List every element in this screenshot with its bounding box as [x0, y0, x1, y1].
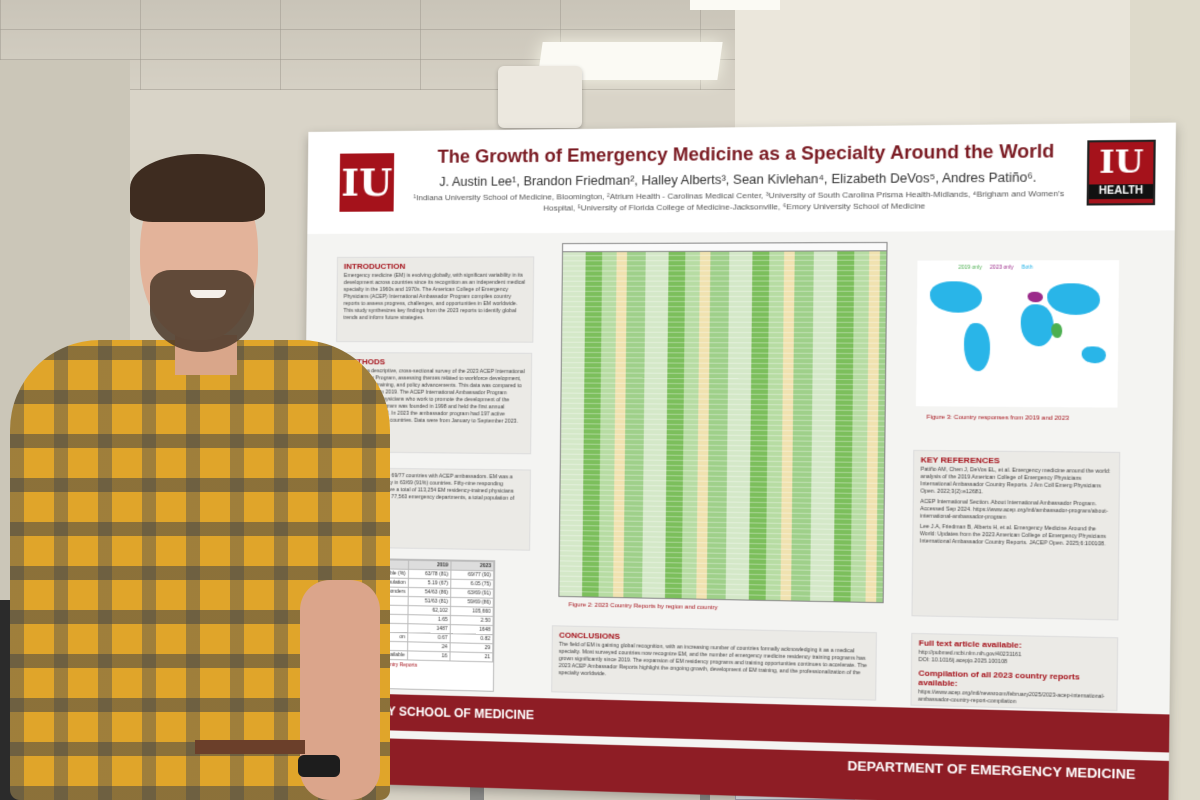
stats-cell: 16 — [407, 650, 450, 661]
ceiling-light-secondary — [690, 0, 780, 10]
links-panel: Full text article available: http://pubm… — [910, 632, 1119, 712]
reference-item: Lee J.A, Friedman B, Alberts H, et al. E… — [919, 523, 1107, 548]
smile — [190, 290, 226, 298]
conclusions-panel: CONCLUSIONS The field of EM is gaining g… — [551, 625, 877, 701]
conclusions-text: The field of EM is gaining global recogn… — [558, 641, 867, 678]
world-map: 2019 only 2023 only Both — [915, 260, 1120, 408]
poster-affiliations: ¹Indiana University School of Medicine, … — [413, 188, 1065, 213]
map-north-america — [929, 281, 983, 313]
ceiling-speaker — [498, 66, 582, 128]
references-heading: KEY REFERENCES — [920, 455, 1000, 466]
reference-item: Patiño AM, Chen J, DeVos EL, et al. Emer… — [920, 466, 1111, 496]
map-africa — [1020, 304, 1054, 347]
poster-authors: J. Austin Lee¹, Brandon Friedman², Halle… — [439, 170, 1037, 190]
map-australia — [1081, 346, 1106, 364]
map-south-asia — [1051, 323, 1063, 338]
poster-title: The Growth of Emergency Medicine as a Sp… — [437, 140, 1055, 167]
compilation-heading: Compilation of all 2023 country reports … — [918, 668, 1080, 689]
beard — [150, 270, 254, 352]
hair — [130, 154, 265, 222]
belt — [195, 740, 305, 754]
heatmap-caption: Figure 2: 2023 Country Reports by region… — [568, 602, 718, 612]
legend-both: Both — [1021, 264, 1033, 271]
references-panel: KEY REFERENCES Patiño AM, Chen J, DeVos … — [911, 449, 1121, 621]
legend-2023-only: 2023 only — [989, 264, 1014, 271]
map-legend: 2019 only 2023 only Both — [958, 265, 1032, 271]
stats-cell: 21 — [449, 651, 493, 662]
map-south-america — [963, 323, 991, 372]
iu-health-word: HEALTH — [1088, 184, 1154, 200]
compilation-link: https://www.acep.org/intl/newsroom/febru… — [918, 689, 1105, 706]
country-heatmap — [558, 250, 888, 604]
map-asia — [1047, 283, 1101, 315]
iu-health-logo: IU HEALTH — [1086, 139, 1156, 206]
pillar — [735, 0, 980, 140]
research-poster: IU The Growth of Emergency Medicine as a… — [301, 122, 1176, 800]
reference-item: ACEP International Section. About Intern… — [920, 498, 1108, 521]
poster-header: IU The Growth of Emergency Medicine as a… — [307, 122, 1176, 234]
map-caption: Figure 3: Country responses from 2019 an… — [926, 414, 1070, 422]
presenter-person — [0, 140, 400, 800]
iu-health-mark: IU — [1098, 144, 1144, 182]
legend-2019-only: 2019 only — [958, 264, 982, 271]
map-europe-region — [1027, 291, 1043, 303]
wristwatch — [298, 755, 340, 777]
